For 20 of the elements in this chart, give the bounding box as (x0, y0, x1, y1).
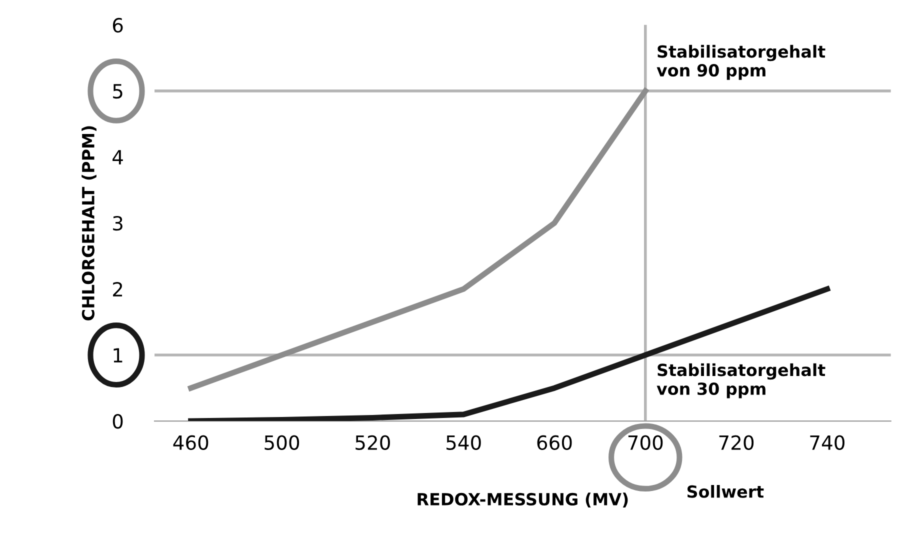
x-tick-label: 720 (719, 435, 754, 450)
y-tick-label: 3 (113, 216, 122, 231)
y-tick-label: 6 (112, 18, 123, 33)
x-tick-label: 500 (264, 435, 300, 450)
text: Sollwert (687, 484, 764, 498)
x-tick-label: 520 (356, 435, 390, 450)
x-tick-label: 540 (446, 435, 481, 450)
x-tick-label: 740 (810, 435, 844, 450)
y-tick-label: 2 (113, 282, 122, 296)
annotation: Stabilisatorgehalt von 90 ppm (656, 44, 826, 80)
annotation: Stabilisatorgehalt von 30 ppm (656, 363, 826, 398)
x-tick-label: 460 (173, 435, 208, 450)
y-tick-label: 1 (114, 348, 122, 362)
y-tick-label: 0 (112, 414, 123, 429)
x-axis-title: REDOX-MESSUNG (MV) (418, 492, 628, 508)
x-tick-label: 660 (537, 435, 572, 450)
y-axis-title: CHLORGEHALT (PPM) (82, 126, 96, 320)
y-tick-label: 4 (112, 150, 123, 164)
x-tick-label: 700 (628, 435, 663, 450)
y-tick-label: 5 (113, 84, 122, 99)
